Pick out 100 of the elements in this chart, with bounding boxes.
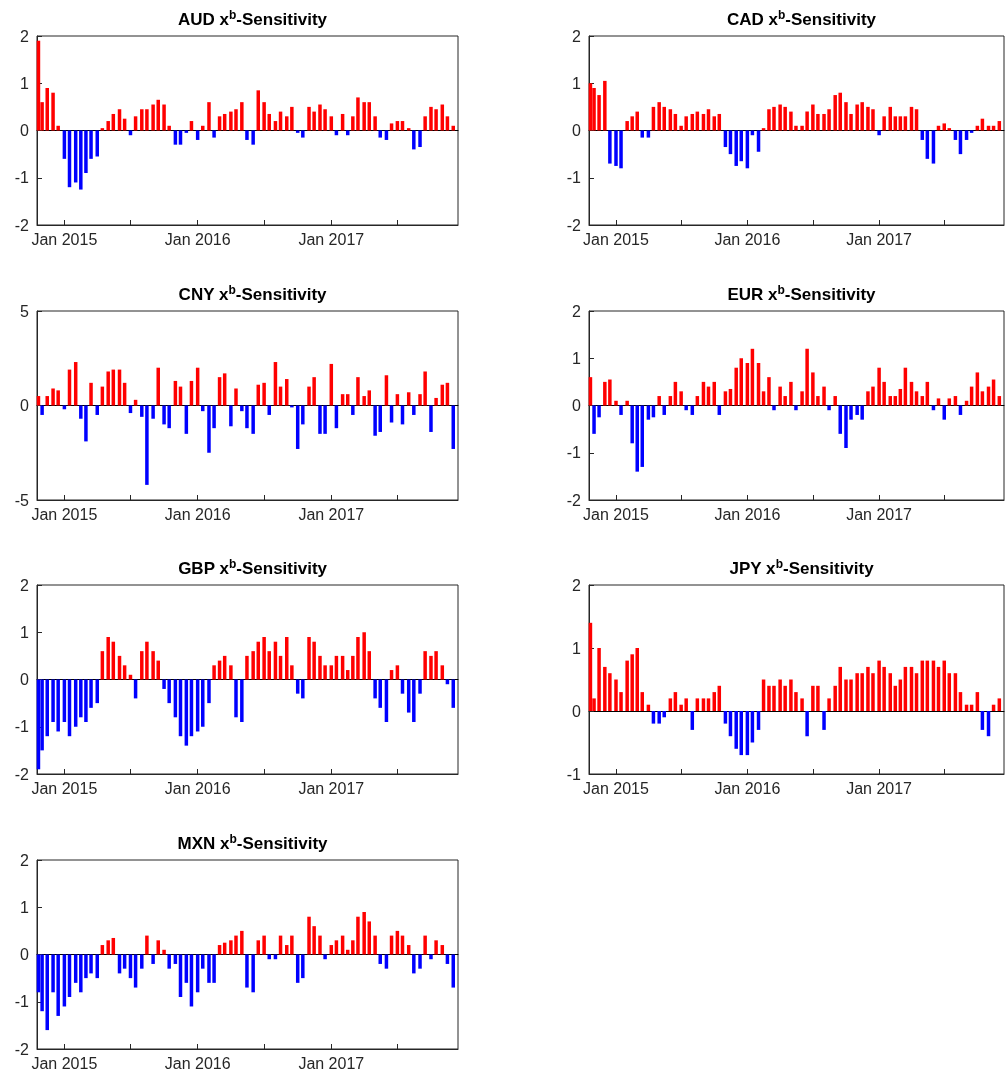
bar: [229, 665, 233, 680]
bar: [723, 390, 728, 405]
bar: [603, 80, 607, 131]
bar: [345, 670, 350, 680]
x-tick-label: Jan 2015: [583, 779, 650, 797]
y-tick-label: 1: [572, 74, 582, 92]
bar: [893, 395, 898, 405]
x-tick-label: Jan 2016: [714, 779, 781, 797]
y-tick-label: -2: [566, 216, 582, 234]
y-tick-label: 1: [20, 74, 30, 92]
bar: [140, 954, 144, 969]
bar: [329, 944, 334, 954]
bar: [95, 130, 99, 157]
bar: [201, 405, 205, 411]
bar: [805, 711, 809, 737]
bar: [389, 670, 394, 680]
bar: [245, 954, 249, 988]
bar: [761, 128, 766, 131]
bar: [684, 405, 688, 410]
bar: [412, 405, 416, 415]
y-tick-label: 2: [572, 576, 582, 594]
x-tick-label: Jan 2015: [583, 230, 650, 248]
bar: [412, 679, 416, 723]
bar: [412, 130, 416, 150]
x-tick-label: Jan 2016: [164, 1054, 231, 1071]
bar: [122, 665, 127, 680]
bar: [893, 116, 898, 131]
bar: [434, 939, 438, 954]
bar: [445, 116, 450, 131]
bar: [794, 405, 798, 410]
bar: [695, 395, 700, 405]
bar: [412, 954, 416, 973]
bar: [877, 130, 881, 136]
bar: [833, 395, 837, 405]
bar: [367, 389, 372, 405]
bar: [207, 679, 211, 704]
bar: [395, 393, 400, 405]
y-tick-label: 2: [20, 851, 30, 868]
y-tick-label: -1: [566, 443, 582, 461]
bar: [95, 954, 99, 978]
bar: [151, 405, 155, 419]
bar: [734, 711, 738, 749]
bar: [301, 130, 305, 138]
y-tick-label: 2: [20, 27, 30, 45]
bar: [362, 911, 366, 954]
bar: [167, 954, 171, 969]
bar: [914, 390, 919, 405]
bar: [285, 378, 289, 405]
bar: [95, 679, 99, 704]
bar: [301, 405, 305, 424]
bar: [800, 698, 804, 711]
bar: [106, 939, 110, 954]
bar: [423, 935, 427, 954]
bar: [267, 405, 271, 415]
bar: [133, 116, 138, 131]
bar: [245, 655, 249, 680]
x-tick-label: Jan 2017: [846, 505, 913, 522]
bar: [373, 116, 377, 131]
y-tick-label: -2: [14, 765, 30, 783]
y-tick-label: 1: [20, 898, 30, 916]
bar: [418, 130, 422, 148]
bar: [251, 954, 255, 992]
bar: [156, 939, 160, 954]
y-tick-label: 0: [572, 702, 582, 720]
bar: [251, 405, 255, 434]
bar: [201, 679, 205, 727]
y-tick-label: -1: [14, 992, 30, 1010]
bar: [440, 944, 445, 954]
bar: [45, 395, 49, 405]
bar: [898, 116, 903, 131]
x-tick-label: Jan 2017: [298, 1054, 365, 1071]
x-tick-label: Jan 2016: [164, 505, 231, 522]
bar: [373, 935, 377, 954]
y-tick-label: -2: [14, 1040, 30, 1057]
bar: [888, 395, 893, 405]
bar: [273, 121, 278, 131]
bar: [189, 121, 194, 131]
y-tick-label: 0: [20, 396, 30, 414]
bar: [240, 930, 244, 954]
x-tick-label: Jan 2015: [31, 505, 98, 522]
bar: [323, 954, 327, 959]
bar: [920, 395, 925, 405]
x-tick-label: Jan 2016: [714, 230, 781, 248]
bar: [882, 116, 886, 131]
bar: [251, 651, 255, 680]
y-tick-label: -1: [14, 169, 30, 187]
bar: [356, 376, 360, 405]
bar: [406, 944, 411, 954]
x-tick-label: Jan 2015: [31, 1054, 98, 1071]
x-tick-label: Jan 2017: [846, 779, 913, 797]
bar: [822, 386, 826, 405]
bar: [262, 935, 266, 954]
bar: [980, 390, 985, 405]
bar: [362, 395, 366, 405]
bar: [662, 405, 666, 415]
y-tick-label: 1: [572, 639, 582, 657]
x-tick-label: Jan 2015: [31, 230, 98, 248]
bar: [668, 395, 673, 405]
bar: [418, 679, 422, 694]
bar: [36, 395, 41, 405]
